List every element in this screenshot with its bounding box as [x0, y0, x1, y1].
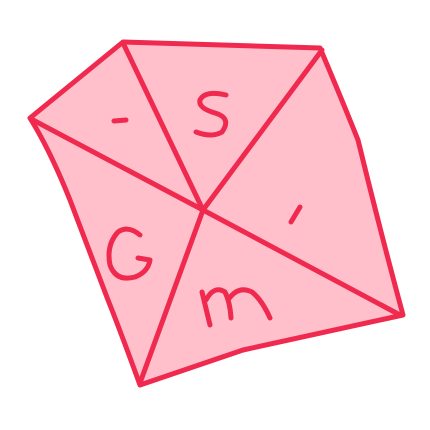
polygon-outline [27, 39, 406, 388]
region-label-g: m [106, 226, 153, 281]
spoke-center-to-top-right [200, 47, 325, 213]
region-label-i: i [288, 204, 303, 225]
polygon-fill [30, 42, 403, 385]
region-label-dash: - [111, 117, 129, 124]
region-label-m: G [199, 287, 273, 328]
region-label-s: S [193, 90, 229, 138]
